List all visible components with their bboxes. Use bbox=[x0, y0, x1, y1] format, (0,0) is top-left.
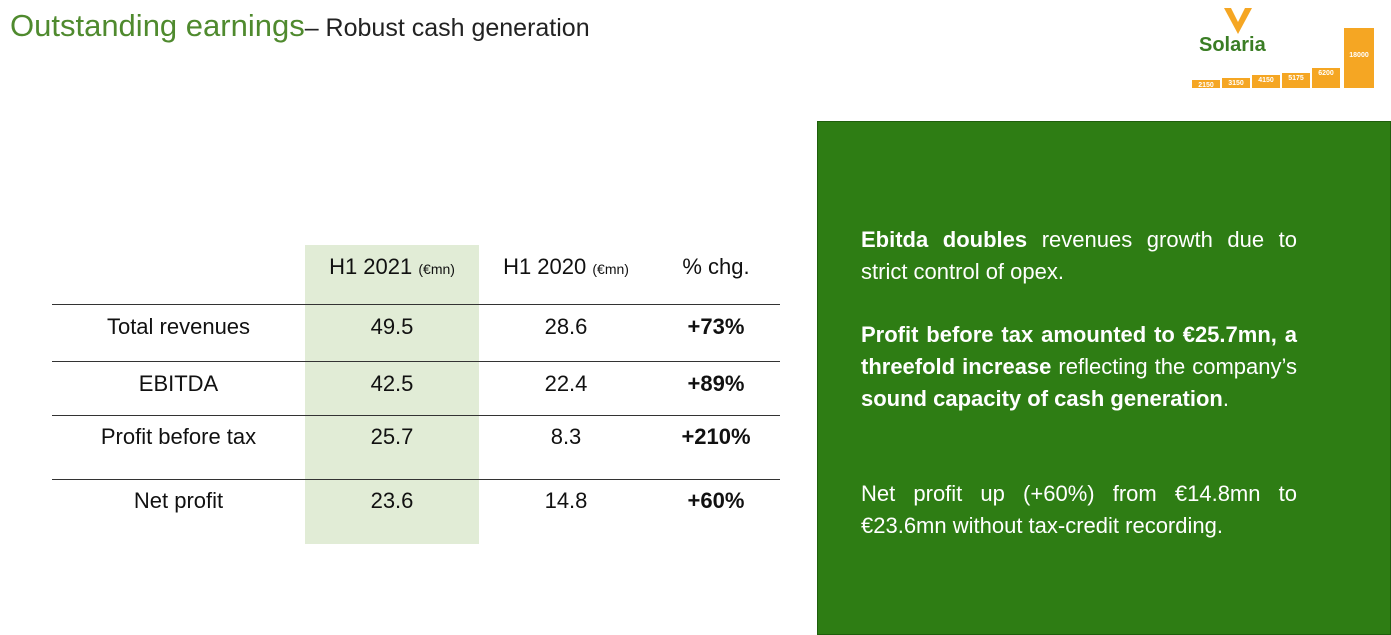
logo-bar: 6200 bbox=[1312, 68, 1340, 88]
commentary-bold: sound capacity of cash generation bbox=[861, 386, 1223, 411]
commentary-panel: Ebitda doubles revenues growth due to st… bbox=[817, 121, 1391, 635]
commentary-text: revenues growth due to strict control of… bbox=[861, 227, 1297, 284]
cell-pct-chg: +89% bbox=[687, 371, 745, 396]
table-divider bbox=[52, 415, 780, 416]
page-title: Outstanding earnings– Robust cash genera… bbox=[10, 8, 590, 44]
company-logo: Solaria 2150 3150 4150 5175 6200 18000 bbox=[1188, 6, 1378, 89]
cell-h1-2021: 25.7 bbox=[370, 424, 414, 449]
logo-bar: 2150 bbox=[1192, 80, 1220, 89]
cell-pct-chg: +210% bbox=[681, 424, 751, 449]
logo-bar: 3150 bbox=[1222, 78, 1250, 88]
cell-h1-2020: 8.3 bbox=[550, 424, 582, 449]
header-label: % chg. bbox=[682, 254, 750, 279]
commentary-profit: Profit before tax amounted to €25.7mn, a… bbox=[861, 319, 1297, 415]
cell-h1-2020: 28.6 bbox=[544, 314, 588, 339]
commentary-bold: Profit before tax amounted to €25.7mn, a… bbox=[861, 322, 1297, 379]
header-unit: (€mn) bbox=[418, 261, 455, 277]
header-h1-2021: H1 2021 (€mn) bbox=[305, 254, 479, 280]
cell-h1-2020: 14.8 bbox=[544, 488, 588, 513]
header-unit: (€mn) bbox=[592, 261, 629, 277]
cell-h1-2021: 49.5 bbox=[370, 314, 414, 339]
row-label: Total revenues bbox=[106, 314, 251, 339]
table-divider bbox=[52, 479, 780, 480]
cell-pct-chg: +73% bbox=[687, 314, 745, 339]
commentary-text: reflecting the company’s bbox=[1051, 354, 1297, 379]
table-divider bbox=[52, 361, 780, 362]
table-divider bbox=[52, 304, 780, 305]
title-subtitle: – Robust cash generation bbox=[304, 14, 590, 42]
cell-h1-2021: 23.6 bbox=[370, 488, 414, 513]
logo-bar: 18000 bbox=[1344, 28, 1374, 88]
logo-bar: 5175 bbox=[1282, 73, 1310, 88]
cell-h1-2021: 42.5 bbox=[370, 371, 414, 396]
highlight-column bbox=[305, 245, 479, 544]
commentary-text: . bbox=[1222, 386, 1229, 411]
row-label: EBITDA bbox=[138, 371, 219, 396]
header-h1-2020: H1 2020 (€mn) bbox=[479, 254, 653, 280]
header-label: H1 2021 bbox=[329, 254, 413, 279]
row-label: Profit before tax bbox=[100, 424, 257, 449]
header-pct-chg: % chg. bbox=[653, 254, 779, 280]
commentary-net-profit: Net profit up (+60%) from €14.8mn to €23… bbox=[861, 478, 1297, 542]
commentary-ebitda: Ebitda doubles revenues growth due to st… bbox=[861, 224, 1297, 288]
commentary-bold: Ebitda doubles bbox=[861, 227, 1028, 252]
header-label: H1 2020 bbox=[503, 254, 587, 279]
title-main: Outstanding earnings bbox=[10, 8, 305, 43]
cell-pct-chg: +60% bbox=[687, 488, 745, 513]
chevron-v-icon bbox=[1224, 8, 1252, 34]
commentary-text: Net profit up (+60%) from €14.8mn to €23… bbox=[861, 481, 1297, 538]
row-label: Net profit bbox=[133, 488, 224, 513]
logo-bar: 4150 bbox=[1252, 75, 1280, 88]
cell-h1-2020: 22.4 bbox=[544, 371, 588, 396]
logo-wordmark: Solaria bbox=[1199, 34, 1266, 56]
